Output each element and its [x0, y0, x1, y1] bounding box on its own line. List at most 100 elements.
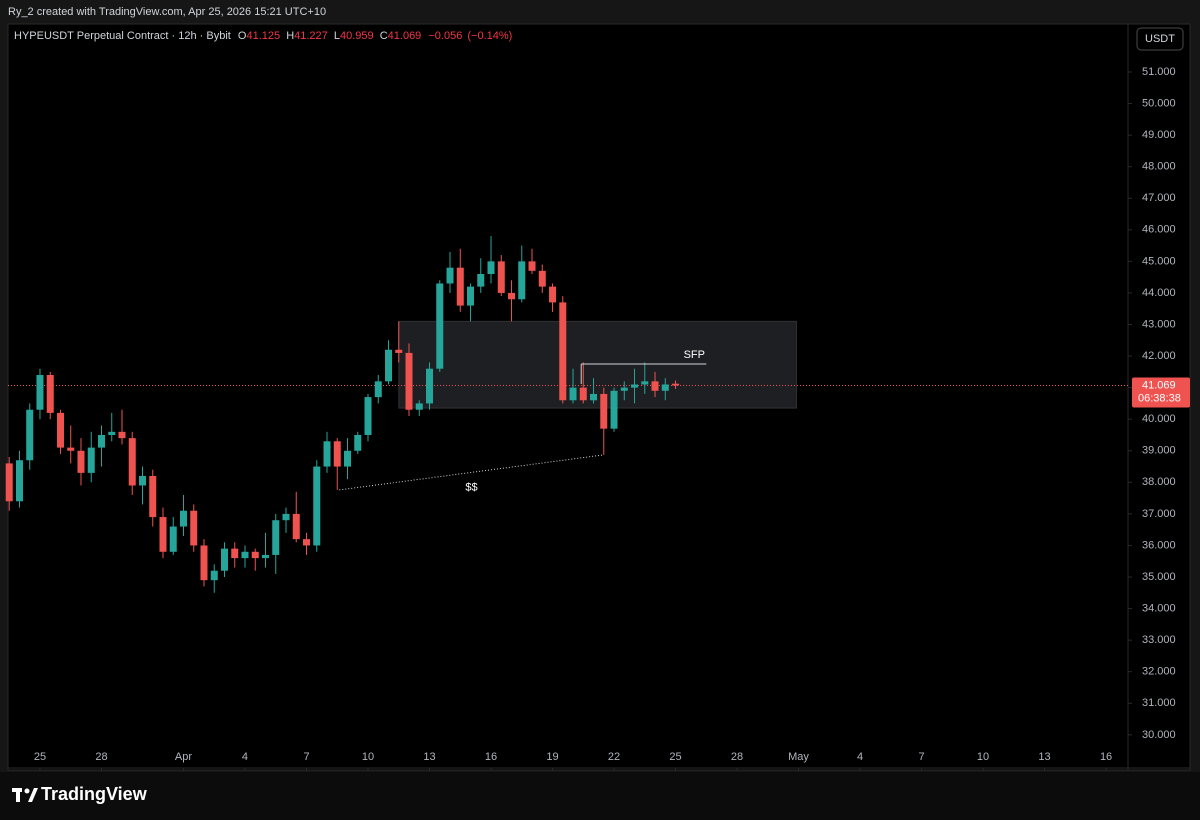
annotations: [8, 320, 1128, 409]
candle-body: [5, 463, 13, 502]
footer: [0, 772, 1200, 820]
y-tick-label: 43.000: [1142, 318, 1176, 330]
candle-body: [610, 390, 618, 429]
y-tick-label: 32.000: [1142, 666, 1176, 678]
currency-button[interactable]: [1136, 27, 1184, 51]
candle-body: [672, 383, 680, 386]
candle-body: [508, 292, 516, 300]
y-tick-label: 31.000: [1142, 697, 1176, 709]
candle-body: [169, 526, 177, 552]
chart-header: HYPEUSDT Perpetual Contract · 12h · Bybi…: [14, 30, 512, 42]
candle-body: [436, 283, 444, 369]
candle-body: [487, 261, 495, 274]
candle-body: [67, 447, 75, 451]
x-tick-label: 22: [608, 751, 620, 763]
y-tick-label: 51.000: [1142, 66, 1176, 78]
candle-body: [661, 384, 669, 391]
candle-body: [559, 302, 567, 401]
candle-body: [344, 450, 352, 467]
y-tick-label: 37.000: [1142, 508, 1176, 520]
candle-body: [241, 551, 249, 559]
candle-body: [46, 375, 54, 413]
candle-body: [549, 286, 557, 303]
candle-body: [579, 387, 587, 401]
candle-body: [138, 476, 146, 486]
candle-body: [620, 387, 628, 391]
y-tick-label: 40.000: [1142, 413, 1176, 425]
candle-body: [590, 393, 598, 401]
y-tick-label: 42.000: [1142, 350, 1176, 362]
x-tick-label: 4: [857, 751, 863, 763]
brand-logo: [12, 788, 38, 802]
candle-body: [415, 403, 423, 410]
candle-body: [538, 270, 546, 287]
candle-body: [374, 381, 382, 398]
candle-body: [313, 466, 321, 546]
change: −0.056: [428, 30, 462, 42]
candle-body: [467, 286, 475, 306]
x-tick-label: 28: [731, 751, 743, 763]
candle-body: [118, 431, 126, 439]
candle-body: [385, 349, 393, 382]
logo-shape: [16, 788, 20, 802]
candle-body: [641, 381, 649, 385]
candle-body: [272, 520, 280, 555]
candle-body: [651, 381, 659, 391]
candle-body: [600, 393, 608, 429]
watermark: Ry_2 created with TradingView.com, Apr 2…: [8, 6, 326, 18]
x-tick-label: 19: [546, 751, 558, 763]
y-tick-label: 30.000: [1142, 729, 1176, 741]
x-tick-label: Apr: [175, 751, 192, 763]
candle-body: [456, 267, 464, 306]
candle-body: [190, 510, 198, 546]
candle-body: [364, 397, 372, 435]
y-tick-label: 47.000: [1142, 192, 1176, 204]
sfp-label: SFP: [684, 349, 705, 361]
change-percent: (−0.14%): [467, 30, 512, 42]
candle-body: [405, 352, 413, 410]
last-price-label: 41.069: [1142, 379, 1176, 391]
x-tick-label: 4: [242, 751, 248, 763]
x-tick-label: 13: [423, 751, 435, 763]
legend-label: H: [286, 30, 294, 42]
legend-value: 41.125: [246, 30, 280, 42]
candle-body: [108, 431, 116, 435]
candle-body: [303, 539, 311, 546]
chart-title: HYPEUSDT Perpetual Contract · 12h · Bybi…: [14, 30, 231, 42]
candle-body: [477, 273, 485, 287]
y-tick-label: 35.000: [1142, 571, 1176, 583]
currency-label: USDT: [1145, 33, 1175, 45]
legend-label: C: [380, 30, 388, 42]
x-tick-label: 10: [977, 751, 989, 763]
y-tick-label: 45.000: [1142, 255, 1176, 267]
logo-shape: [24, 788, 30, 794]
candle-body: [528, 261, 536, 271]
candle-body: [179, 510, 187, 527]
candle-body: [395, 349, 403, 353]
liquidity-line: [339, 454, 604, 491]
legend-label: O: [238, 30, 247, 42]
x-tick-label: 10: [362, 751, 374, 763]
x-tick-label: 7: [303, 751, 309, 763]
y-tick-label: 38.000: [1142, 476, 1176, 488]
x-tick-label: 25: [669, 751, 681, 763]
y-tick-label: 44.000: [1142, 287, 1176, 299]
candle-body: [426, 368, 434, 404]
y-tick-label: 49.000: [1142, 129, 1176, 141]
candle-body: [231, 548, 239, 559]
candle-body: [15, 460, 23, 502]
candle-body: [149, 476, 157, 518]
legend-value: 41.069: [388, 30, 422, 42]
candle-body: [323, 441, 331, 467]
candle-body: [518, 261, 526, 300]
candle-body: [292, 513, 300, 540]
candle-body: [251, 551, 259, 559]
candle-body: [210, 570, 218, 581]
candle-body: [77, 450, 85, 473]
x-tick-label: 7: [918, 751, 924, 763]
candle-body: [56, 412, 64, 448]
x-tick-label: 16: [485, 751, 497, 763]
x-tick-label: 25: [34, 751, 46, 763]
